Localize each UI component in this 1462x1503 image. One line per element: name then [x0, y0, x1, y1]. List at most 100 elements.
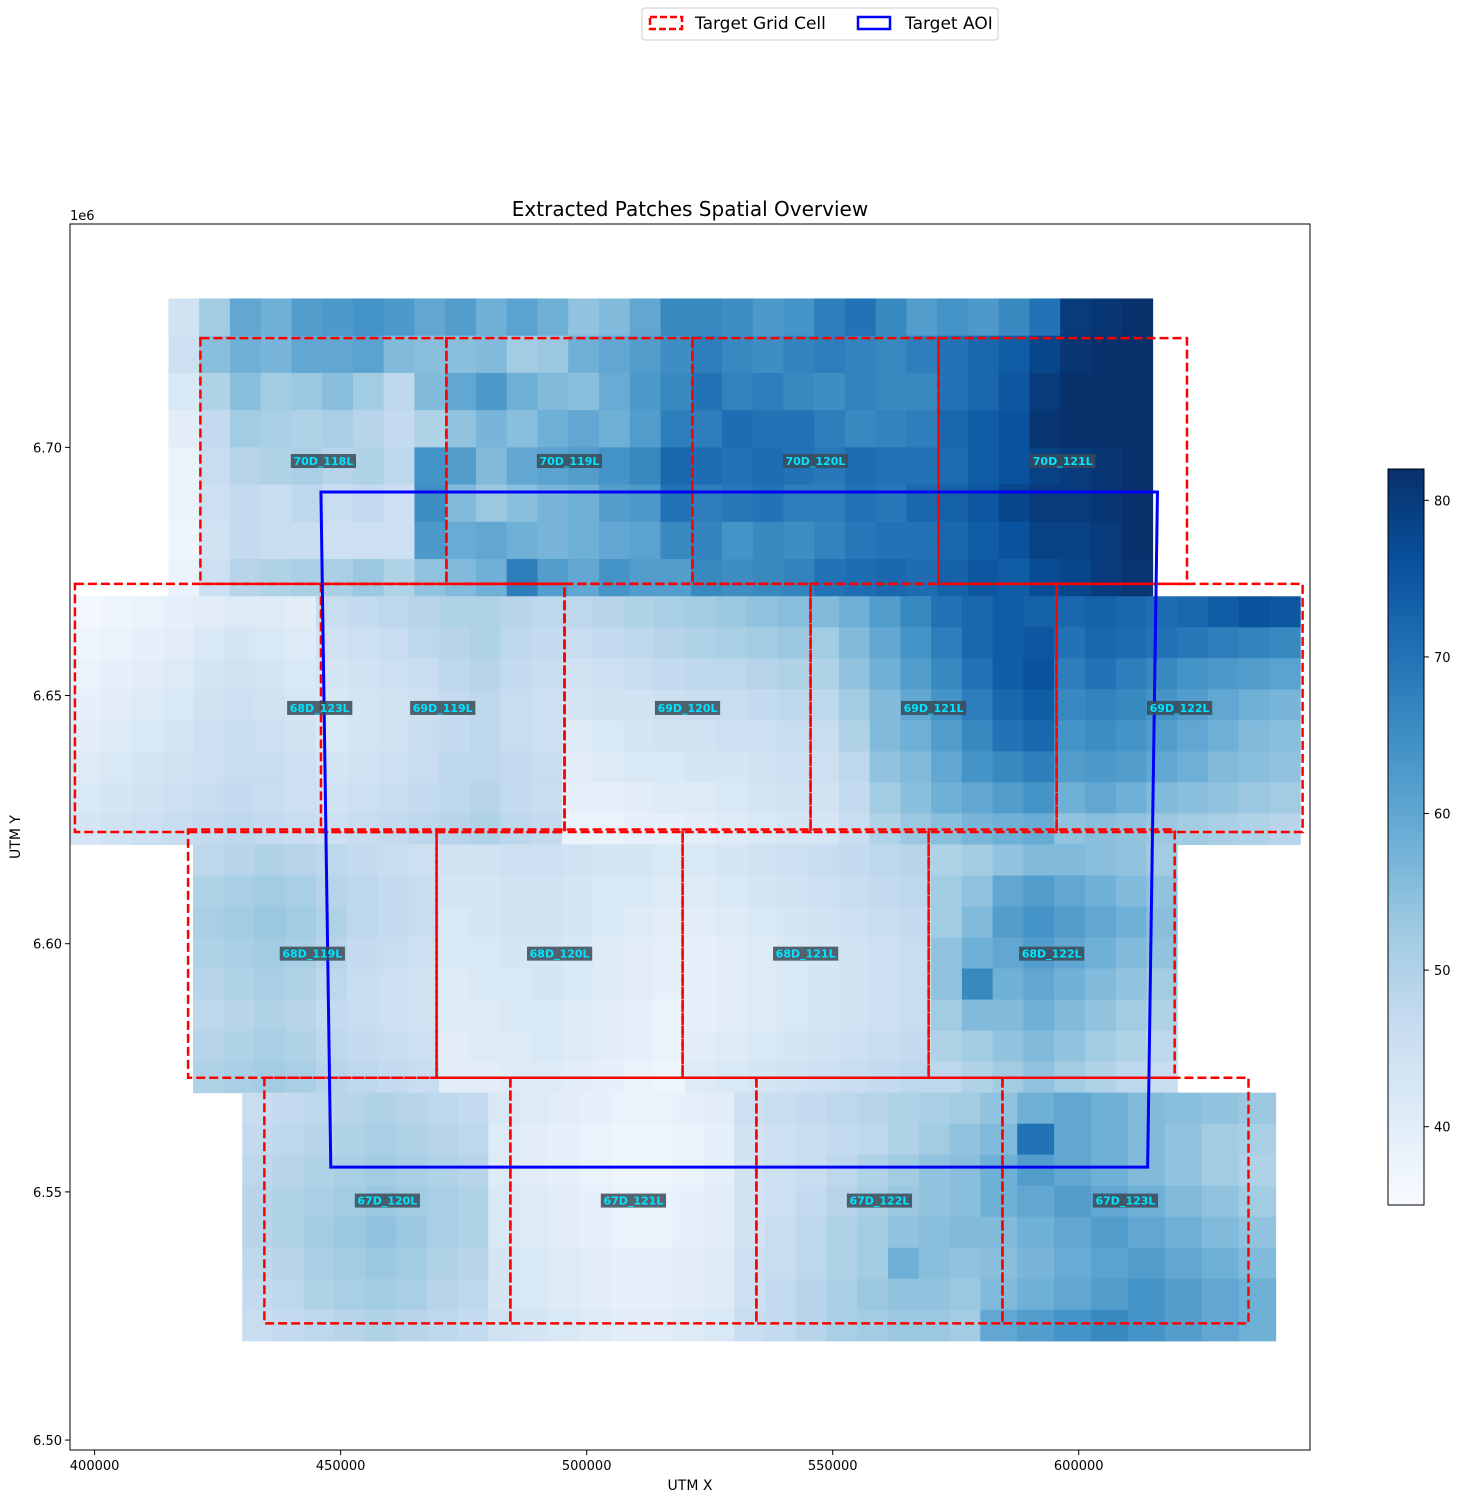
raster-pixel — [254, 875, 286, 908]
raster-pixel — [598, 298, 631, 337]
raster-pixel — [242, 1247, 274, 1280]
raster-pixel — [783, 298, 815, 337]
raster-pixel — [777, 658, 809, 690]
raster-pixel — [1127, 1247, 1166, 1280]
legend-frame — [641, 7, 999, 41]
raster-pixel — [980, 1185, 1018, 1218]
raster-pixel — [808, 658, 840, 690]
raster-pixel — [537, 298, 569, 337]
raster-pixel — [838, 627, 871, 659]
raster-pixel — [961, 658, 994, 690]
raster-pixel — [598, 372, 631, 411]
raster-pixel — [488, 1216, 520, 1249]
raster-pixel — [931, 751, 963, 784]
legend-label-grid-cell: Target Grid Cell — [694, 14, 826, 34]
raster-pixel — [814, 559, 846, 597]
raster-pixel — [377, 844, 409, 877]
raster-pixel — [1060, 521, 1092, 560]
raster-pixel — [193, 720, 225, 752]
raster-pixel — [629, 372, 662, 411]
raster-pixel — [838, 751, 871, 784]
raster-pixel — [1017, 1154, 1055, 1187]
colorbar — [1387, 468, 1425, 1206]
raster-pixel — [229, 521, 262, 560]
raster-pixel — [642, 1216, 674, 1249]
raster-pixel — [549, 1247, 582, 1280]
raster-pixel — [795, 1123, 828, 1156]
raster-pixel — [1164, 1185, 1203, 1218]
raster-pixel — [715, 596, 748, 628]
raster-pixel — [691, 559, 723, 597]
x-axis-label: UTM X — [668, 1478, 713, 1494]
raster-pixel — [992, 627, 1024, 659]
raster-pixel — [857, 1309, 889, 1342]
raster-pixel — [537, 335, 569, 374]
raster-pixel — [168, 559, 200, 597]
chart-title: Extracted Patches Spatial Overview — [512, 197, 868, 221]
raster-pixel — [900, 875, 932, 908]
raster-pixel — [260, 447, 293, 486]
raster-pixel — [931, 1030, 963, 1063]
raster-pixel — [931, 937, 963, 970]
raster-pixel — [660, 298, 692, 337]
raster-pixel — [1091, 1247, 1129, 1280]
raster-pixel — [285, 596, 317, 628]
raster-pixel — [592, 689, 625, 721]
raster-pixel — [475, 298, 508, 337]
raster-pixel — [1146, 1030, 1178, 1063]
raster-pixel — [500, 658, 532, 690]
raster-pixel — [906, 372, 938, 411]
raster-pixel — [980, 1216, 1018, 1249]
raster-pixel — [869, 720, 901, 752]
raster-pixel — [193, 844, 225, 877]
raster-pixel — [721, 298, 754, 337]
raster-pixel — [721, 410, 754, 448]
raster-pixel — [931, 906, 963, 939]
raster-pixel — [752, 335, 785, 374]
raster-pixel — [734, 1278, 766, 1311]
raster-pixel — [1060, 559, 1092, 597]
raster-pixel — [900, 596, 932, 628]
raster-pixel — [703, 1247, 735, 1280]
raster-pixel — [857, 1123, 889, 1156]
raster-pixel — [1146, 999, 1178, 1032]
raster-pixel — [254, 844, 286, 877]
raster-pixel — [100, 658, 133, 690]
raster-pixel — [814, 335, 846, 374]
raster-pixel — [346, 782, 379, 815]
raster-pixel — [961, 844, 994, 877]
raster-pixel — [519, 1154, 551, 1187]
raster-pixel — [992, 596, 1024, 628]
raster-pixel — [242, 1216, 274, 1249]
raster-pixel — [715, 689, 748, 721]
raster-pixel — [900, 627, 932, 659]
raster-pixel — [734, 1216, 766, 1249]
raster-pixel — [703, 1278, 735, 1311]
raster-pixel — [531, 782, 563, 815]
grid-cell-outline — [1055, 582, 1304, 834]
raster-pixel — [752, 484, 785, 523]
legend-swatch-grid-cell — [648, 15, 684, 31]
raster-pixel — [746, 999, 778, 1032]
y-axis-label: UTM Y — [8, 815, 24, 859]
raster-pixel — [654, 751, 686, 784]
raster-pixel — [777, 596, 809, 628]
raster-pixel — [654, 627, 686, 659]
raster-pixel — [980, 1123, 1018, 1156]
raster-pixel — [1091, 447, 1123, 486]
raster-pixel — [777, 1030, 809, 1063]
raster-pixel — [685, 968, 717, 1001]
raster-pixel — [445, 559, 477, 597]
raster-pixel — [857, 1216, 889, 1249]
raster-pixel — [1115, 596, 1147, 628]
raster-pixel — [906, 298, 938, 337]
raster-pixel — [1054, 1123, 1092, 1156]
raster-pixel — [580, 1216, 612, 1249]
raster-pixel — [838, 906, 871, 939]
raster-pixel — [291, 410, 323, 448]
raster-pixel — [685, 875, 717, 908]
raster-pixel — [439, 751, 471, 784]
raster-pixel — [931, 720, 963, 752]
raster-pixel — [352, 372, 385, 411]
raster-pixel — [475, 335, 508, 374]
